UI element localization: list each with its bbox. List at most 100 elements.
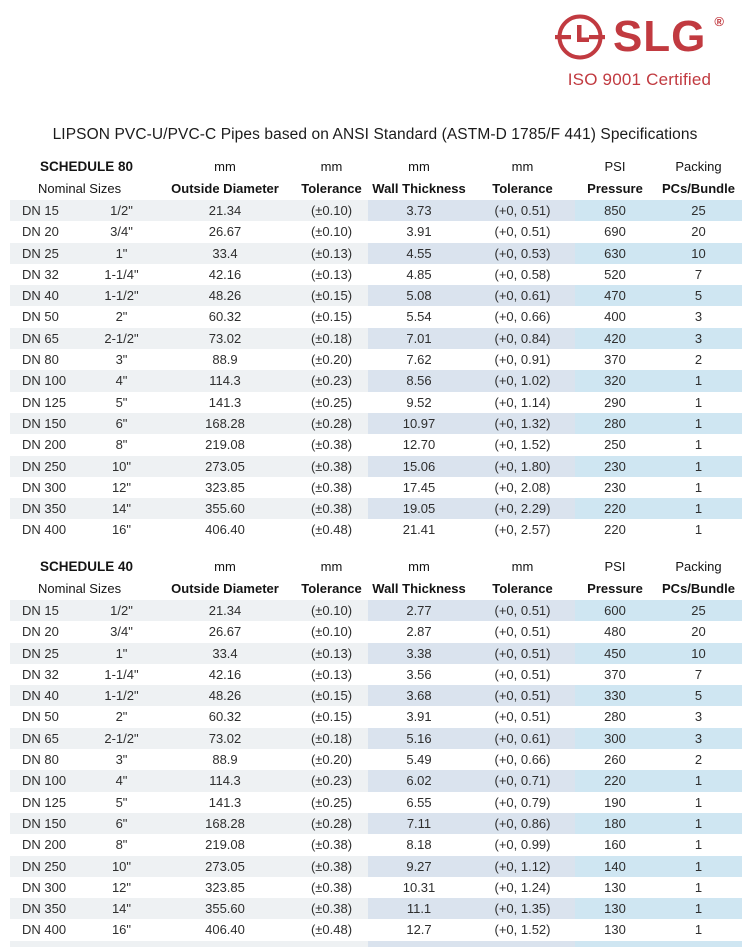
cell-size: 5" (115, 794, 128, 810)
cell-size: 1-1/2" (88, 685, 155, 707)
cell-outside-diameter: 73.02 (155, 727, 295, 750)
table-row: DN 300 12" 323.85 (±0.38) 10.31 (+0, 1.24) 130… (10, 877, 742, 898)
cell-od-tolerance: (±0.10) (310, 624, 353, 640)
cell-pressure: 280 (604, 709, 626, 725)
cell-pcs-bundle: 1 (655, 812, 742, 835)
cell-wt-tolerance: (+0, 0.51) (470, 642, 575, 664)
cell-wall-thickness: 19.05 (368, 498, 470, 520)
cell-od-tolerance: (±0.10) (295, 600, 368, 622)
clipped-cell (470, 940, 575, 947)
cell-pressure: 520 (604, 266, 626, 282)
cell-pcs-bundle: 5 (655, 685, 742, 707)
cell-wt-tolerance: (+0, 0.71) (470, 770, 575, 792)
header-unit-label: Packing (675, 159, 722, 174)
cell-outside-diameter: 406.40 (205, 922, 245, 938)
cell-outside-diameter: 323.85 (205, 879, 245, 895)
table-header-row-2: Nominal Sizes Outside Diameter Tolerance Wa… (10, 178, 742, 200)
cell-pressure: 130 (604, 879, 626, 895)
cell-wt-tolerance: (+0, 0.58) (494, 266, 551, 282)
cell-od-tolerance: (±0.23) (295, 370, 368, 392)
table-row: DN 150 6" 168.28 (±0.28) 7.11 (+0, 0.86) 180 1 (10, 812, 742, 835)
cell-wt-tolerance: (+0, 2.57) (494, 522, 551, 538)
cell-pressure: 480 (604, 624, 626, 640)
cell-size: 14" (88, 898, 155, 920)
cell-pcs-bundle: 1 (694, 837, 703, 853)
table-row: DN 65 2-1/2" 73.02 (±0.18) 5.16 (+0, 0.61) 300… (10, 727, 742, 750)
cell-size: 6" (88, 412, 155, 435)
cell-wt-tolerance: (+0, 1.14) (494, 394, 551, 410)
table-row: DN 250 10" 273.05 (±0.38) 9.27 (+0, 1.12) 140 1 (10, 855, 742, 877)
cell-od-tolerance: (±0.13) (295, 242, 368, 264)
cell-od-tolerance: (±0.48) (310, 522, 353, 538)
cell-pcs-bundle: 1 (694, 479, 703, 495)
cell-outside-diameter: 21.34 (155, 600, 295, 622)
table-row: DN 200 8" 219.08 (±0.38) 8.18 (+0, 0.99) 160 1 (10, 834, 742, 855)
cell-pcs-bundle: 1 (694, 394, 703, 410)
cell-size: 3" (115, 752, 128, 768)
cell-dn: DN 400 (22, 922, 67, 938)
cell-pcs-bundle: 2 (694, 752, 703, 768)
cell-pcs-bundle: 1 (655, 412, 742, 435)
cell-dn: DN 20 (22, 224, 59, 240)
cell-wall-thickness: 10.31 (402, 879, 436, 895)
table-row: DN 40 1-1/2" 48.26 (±0.15) 5.08 (+0, 0.61) 470… (10, 285, 742, 307)
table-row: DN 100 4" 114.3 (±0.23) 6.02 (+0, 0.71) 220 1 (10, 770, 742, 792)
cell-od-tolerance: (±0.38) (310, 879, 353, 895)
header-column-label: Outside Diameter (171, 581, 279, 596)
cell-outside-diameter: 323.85 (205, 479, 245, 495)
cell-size: 10" (88, 455, 155, 477)
cell-pressure: 220 (575, 498, 655, 520)
table-header-row-1: SCHEDULE 40 mm mm mm mm PSI Packing (10, 556, 742, 578)
cell-size: 14" (88, 498, 155, 520)
cell-outside-diameter: 73.02 (155, 327, 295, 350)
cell-pressure: 450 (575, 642, 655, 664)
cell-outside-diameter: 355.60 (155, 498, 295, 520)
cell-dn: DN 50 (22, 309, 59, 325)
brand-name: SLG (612, 12, 707, 61)
cell-wall-thickness: 7.62 (406, 352, 432, 368)
cell-od-tolerance: (±0.15) (295, 685, 368, 707)
header-unit-label: PSI (604, 159, 626, 174)
cell-outside-diameter: 26.67 (208, 224, 242, 240)
table-row: DN 100 4" 114.3 (±0.23) 8.56 (+0, 1.02) 320 1 (10, 370, 742, 392)
cell-wall-thickness: 7.01 (368, 327, 470, 350)
cell-wt-tolerance: (+0, 0.51) (494, 224, 551, 240)
cell-size: 3/4" (110, 624, 133, 640)
cell-outside-diameter: 42.16 (208, 266, 242, 282)
table-row: DN 400 16" 406.40 (±0.48) 12.7 (+0, 1.52) 130 1 (10, 919, 742, 940)
table-header-row-1: SCHEDULE 80 mm mm mm mm PSI Packing (10, 156, 742, 178)
cell-pressure: 600 (575, 600, 655, 622)
cell-outside-diameter: 168.28 (155, 812, 295, 835)
cell-dn: DN 200 (22, 437, 67, 453)
table-row: DN 65 2-1/2" 73.02 (±0.18) 7.01 (+0, 0.84) 420… (10, 327, 742, 350)
cell-outside-diameter: 60.32 (208, 709, 242, 725)
cell-outside-diameter: 48.26 (155, 285, 295, 307)
cell-pressure: 330 (575, 685, 655, 707)
cell-size: 1" (88, 642, 155, 664)
cell-outside-diameter: 168.28 (155, 412, 295, 435)
cell-od-tolerance: (±0.28) (295, 812, 368, 835)
cell-wt-tolerance: (+0, 1.80) (470, 455, 575, 477)
cell-outside-diameter: 60.32 (208, 309, 242, 325)
schedule-40-table: SCHEDULE 40 mm mm mm mm PSI Packing Nominal Siz… (10, 556, 742, 947)
cell-dn: DN 300 (22, 879, 67, 895)
cell-pcs-bundle: 1 (694, 437, 703, 453)
cell-pressure: 300 (575, 727, 655, 750)
header-column-label: Wall Thickness (372, 181, 466, 196)
cell-od-tolerance: (±0.13) (310, 266, 353, 282)
cell-outside-diameter: 33.4 (155, 642, 295, 664)
cell-outside-diameter: 88.9 (212, 352, 238, 368)
cell-wt-tolerance: (+0, 2.29) (470, 498, 575, 520)
table-row: DN 20 3/4" 26.67 (±0.10) 3.91 (+0, 0.51) 690 20 (10, 221, 742, 242)
cell-wt-tolerance: (+0, 0.66) (494, 309, 551, 325)
cell-wall-thickness: 5.49 (406, 752, 432, 768)
cell-size: 10" (88, 855, 155, 877)
cell-outside-diameter: 48.26 (155, 685, 295, 707)
registered-trademark-icon: ® (714, 14, 724, 29)
cell-size: 6" (88, 812, 155, 835)
cell-dn: DN 250 (10, 455, 88, 477)
cell-size: 8" (115, 837, 128, 853)
cell-size: 2-1/2" (88, 727, 155, 750)
cell-wall-thickness: 11.1 (368, 898, 470, 920)
table-row: DN 200 8" 219.08 (±0.38) 12.70 (+0, 1.52) 250 1 (10, 434, 742, 455)
